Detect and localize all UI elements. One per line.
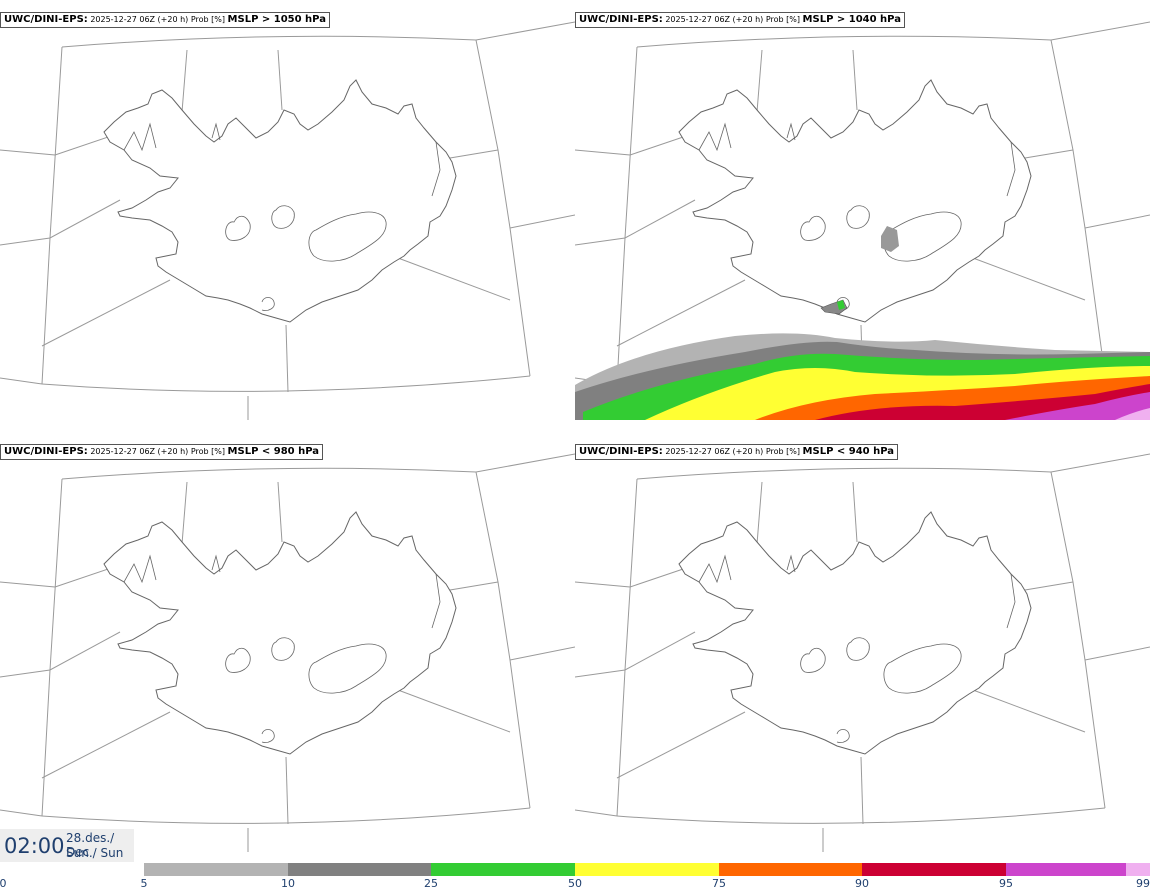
map-panel-mslp-lt-940: UWC/DINI-EPS: 2025-12-27 06Z (+20 h) Pro… <box>575 432 1150 852</box>
colorbar-segment <box>288 863 431 876</box>
map-canvas <box>0 453 575 852</box>
colorbar-segment <box>144 863 288 876</box>
map-canvas <box>0 21 575 420</box>
map-panel-mslp-gt-1050: UWC/DINI-EPS: 2025-12-27 06Z (+20 h) Pro… <box>0 0 575 420</box>
colorbar-segment <box>1126 863 1150 876</box>
colorbar-segment <box>431 863 575 876</box>
panel-title: UWC/DINI-EPS: 2025-12-27 06Z (+20 h) Pro… <box>0 12 330 28</box>
colorbar-tick-label: 5 <box>140 877 148 890</box>
colorbar-segment <box>719 863 862 876</box>
colorbar-tick-label: 0 <box>0 877 7 890</box>
colorbar-segment <box>575 863 719 876</box>
panel-title: UWC/DINI-EPS: 2025-12-27 06Z (+20 h) Pro… <box>575 444 899 460</box>
map-panel-mslp-gt-1040: UWC/DINI-EPS: 2025-12-27 06Z (+20 h) Pro… <box>575 0 1150 420</box>
panel-title: UWC/DINI-EPS: 2025-12-27 06Z (+20 h) Pro… <box>575 12 905 28</box>
colorbar-tick-label: 95 <box>999 877 1013 890</box>
valid-day: Sun./ Sun <box>66 846 124 860</box>
colorbar-tick-label: 50 <box>568 877 582 890</box>
map-panel-mslp-lt-980: UWC/DINI-EPS: 2025-12-27 06Z (+20 h) Pro… <box>0 432 575 852</box>
valid-date: 28.des./ Dec <box>66 831 115 859</box>
probability-colorbar <box>144 863 1150 876</box>
valid-time-box: 02:00 28.des./ Dec Sun./ Sun <box>0 829 134 862</box>
colorbar-segment <box>862 863 1006 876</box>
colorbar-tick-label: 10 <box>281 877 295 890</box>
colorbar-tick-label: 90 <box>855 877 869 890</box>
valid-time-clock: 02:00 <box>4 834 65 858</box>
panel-title: UWC/DINI-EPS: 2025-12-27 06Z (+20 h) Pro… <box>0 444 324 460</box>
map-canvas <box>575 453 1150 852</box>
probability-field <box>575 226 1150 420</box>
map-canvas <box>575 21 1150 420</box>
colorbar-tick-label: 25 <box>424 877 438 890</box>
colorbar-segment <box>1006 863 1126 876</box>
colorbar-tick-label: 75 <box>712 877 726 890</box>
colorbar-tick-label: 99 <box>1136 877 1150 890</box>
